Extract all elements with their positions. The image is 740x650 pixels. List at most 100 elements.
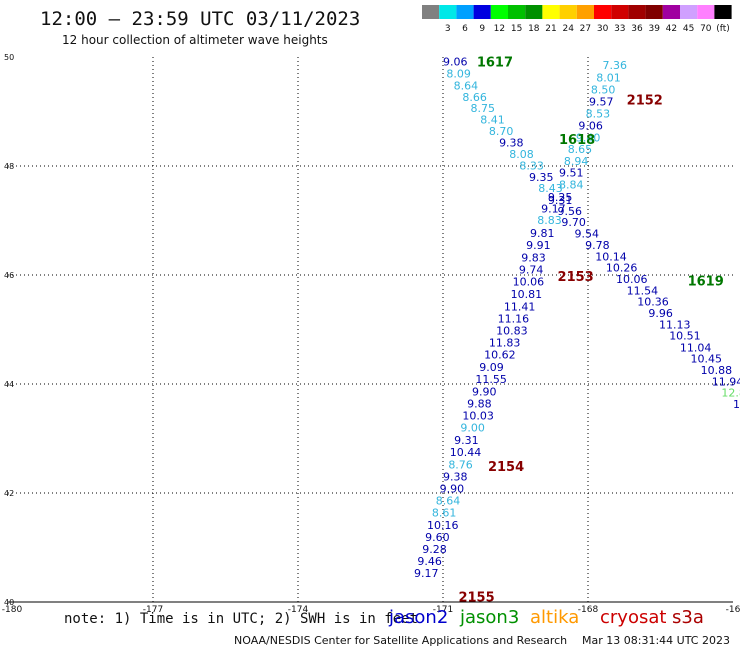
colorbar-swatch: [680, 5, 698, 19]
wave-height-value: 8.64: [454, 79, 479, 92]
wave-height-value: 10.62: [484, 349, 516, 362]
legend-s3a: s3a: [672, 607, 704, 628]
wave-height-value: 8.41: [480, 114, 505, 127]
chart-axis-labels: -180 -177 -174 -171 -168 -16 40 42 44 46 48 50: [2, 53, 740, 615]
color-scale-bar: 3 6 9 12 15 18 21 24 27 30 33 36 39 42 45 70 (ft): [422, 5, 732, 34]
wave-height-value: 9.51: [559, 167, 584, 180]
wave-height-value: 9.46: [417, 555, 442, 568]
colorbar-label: 6: [462, 24, 468, 34]
colorbar-swatch: [576, 5, 594, 19]
chart-grid: [8, 57, 733, 603]
wave-height-value: 7.36: [603, 59, 628, 72]
wave-height-value: 10.81: [511, 288, 542, 301]
wave-height-value: 9.91: [526, 239, 551, 252]
wave-height-value: 10.06: [616, 273, 648, 286]
wave-height-value: 12.80: [721, 387, 740, 400]
wave-height-value: 9.81: [530, 227, 555, 240]
colorbar-swatch: [456, 5, 474, 19]
wave-height-value: 11.54: [627, 284, 659, 297]
chart-points: 9.068.098.648.668.758.418.709.388.088.33…: [414, 55, 740, 580]
wave-height-value: 9.31: [548, 194, 573, 207]
wave-height-value: 9.09: [479, 361, 504, 374]
wave-height-value: 11.94: [712, 375, 740, 388]
y-tick-label: 40: [4, 598, 14, 607]
wave-height-value: 8.66: [462, 91, 487, 104]
x-tick-label: -180: [2, 605, 23, 615]
legend-altika: altika: [530, 607, 580, 628]
x-tick-label: -171: [433, 605, 453, 615]
wave-height-value: 8.65: [568, 143, 593, 156]
wave-height-value: 11.29: [733, 398, 740, 411]
wave-height-value: 8.53: [586, 108, 611, 121]
pass-time-label: 2154: [488, 460, 524, 475]
colorbar-swatch: [508, 5, 526, 19]
colorbar-label: 18: [528, 24, 540, 34]
wave-height-value: 9.60: [425, 531, 450, 544]
wave-height-value: 8.75: [471, 102, 496, 115]
y-tick-label: 44: [4, 380, 14, 389]
wave-height-value: 9.78: [585, 239, 610, 252]
y-tick-label: 46: [4, 271, 14, 280]
wave-height-value: 9.83: [521, 252, 546, 265]
colorbar-swatch: [422, 5, 440, 19]
wave-height-value: 9.28: [422, 543, 447, 556]
wave-height-value: 11.41: [504, 301, 536, 314]
pass-time-label: 1619: [688, 274, 724, 289]
wave-height-value: 8.76: [448, 459, 473, 472]
chart-time-labels: 1617 2152 1618 2153 1619 2154 2155: [458, 55, 723, 605]
colorbar-swatch: [559, 5, 577, 19]
wave-height-value: 9.38: [499, 137, 523, 150]
wave-height-value: 8.01: [596, 72, 621, 85]
colorbar-label: 15: [511, 24, 522, 34]
legend-jason2: jason2: [389, 607, 449, 628]
colorbar-swatch: [662, 5, 680, 19]
wave-height-value: 8.84: [559, 179, 584, 192]
generated-timestamp: Mar 13 08:31:44 UTC 2023: [582, 634, 730, 647]
wave-height-value: 8.50: [591, 84, 616, 97]
wave-height-value: 9.88: [467, 398, 492, 411]
y-tick-label: 42: [4, 489, 14, 498]
wave-height-value: 9.57: [589, 96, 614, 109]
colorbar-label: 9: [479, 24, 485, 34]
x-tick-label: -16: [726, 605, 740, 615]
wave-height-value: 10.26: [606, 261, 638, 274]
wave-height-value: 9.17: [414, 567, 439, 580]
page-title: 12:00 – 23:59 UTC 03/11/2023: [40, 8, 361, 30]
colorbar-label: 36: [631, 24, 643, 34]
colorbar-label: (ft): [716, 24, 730, 34]
pass-time-label: 2152: [627, 94, 663, 109]
wave-height-value: 10.88: [701, 364, 733, 377]
colorbar-swatch: [645, 5, 663, 19]
wave-height-value: 8.43: [538, 182, 563, 195]
wave-height-value: 11.04: [680, 341, 712, 354]
colorbar-label: 24: [562, 24, 574, 34]
pass-time-label: 2153: [558, 270, 594, 285]
wave-height-value: 10.16: [427, 519, 459, 532]
wave-height-value: 9.90: [440, 483, 465, 496]
colorbar-swatch: [697, 5, 715, 19]
wave-height-value: 10.14: [595, 250, 627, 263]
legend-jason3: jason3: [460, 607, 520, 628]
colorbar-swatch: [542, 5, 560, 19]
colorbar-label: 42: [666, 24, 677, 34]
wave-height-value: 10.45: [690, 352, 722, 365]
wave-height-value: 9.17: [541, 203, 566, 216]
colorbar-label: 33: [614, 24, 625, 34]
colorbar-label: 45: [683, 24, 694, 34]
colorbar-swatch: [714, 5, 732, 19]
colorbar-label: 12: [494, 24, 505, 34]
colorbar-label: 27: [580, 24, 591, 34]
wave-height-value: 9.56: [558, 205, 583, 218]
colorbar-swatch: [525, 5, 543, 19]
wave-height-value: 8.94: [564, 155, 589, 168]
wave-height-value: 9.31: [454, 434, 479, 447]
pass-time-label: 1618: [559, 133, 595, 148]
wave-height-value: 9.40: [576, 132, 601, 145]
wave-height-value: 8.61: [432, 507, 457, 520]
wave-height-value: 9.06: [443, 55, 468, 68]
y-tick-label: 50: [4, 53, 14, 62]
wave-height-value: 10.36: [637, 296, 669, 309]
wave-height-value: 11.13: [659, 319, 691, 332]
colorbar-swatch: [628, 5, 646, 19]
